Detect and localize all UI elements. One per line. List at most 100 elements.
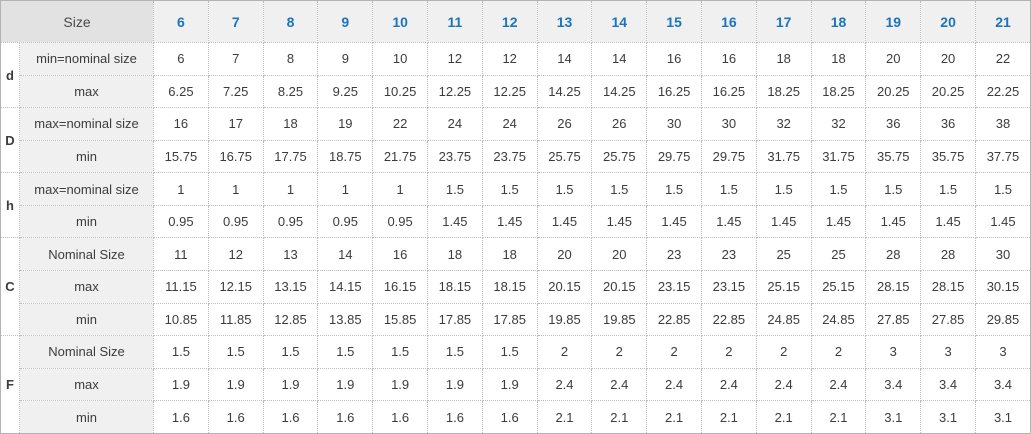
table-row: max 11.15 12.15 13.15 14.15 16.15 18.15 18.15 20… [1, 270, 1031, 304]
value-cell: 18.15 [427, 270, 483, 304]
value-cell: 11.15 [153, 270, 209, 304]
value-cell: 29.75 [646, 139, 702, 174]
value-cell: 1.5 [865, 172, 922, 206]
size-column-header: 18 [810, 0, 867, 43]
value-cell: 1.6 [317, 400, 374, 434]
row-label-cell: min [18, 400, 155, 434]
value-cell: 1.9 [317, 367, 374, 402]
value-cell: 1.5 [700, 172, 757, 206]
value-cell: 35.75 [865, 139, 922, 174]
value-cell: 1.6 [481, 400, 538, 434]
value-cell: 1.5 [427, 172, 483, 206]
table-row: min 15.75 16.75 17.75 18.75 21.75 23.75 23.75 25… [1, 139, 1031, 174]
value-cell: 18.25 [755, 74, 812, 109]
value-cell: 6 [153, 42, 209, 76]
row-label-cell: max [18, 74, 155, 109]
value-cell: 13.85 [317, 302, 374, 337]
size-column-header: 19 [865, 0, 922, 43]
row-label-cell: max=nominal size [18, 107, 155, 141]
value-cell: 18.75 [317, 139, 374, 174]
value-cell: 27.85 [865, 302, 922, 337]
size-column-header: 15 [646, 0, 702, 43]
value-cell: 2 [700, 335, 757, 369]
value-cell: 16 [700, 42, 757, 76]
value-cell: 31.75 [755, 139, 812, 174]
value-cell: 12 [427, 42, 483, 76]
value-cell: 1.45 [810, 204, 867, 239]
value-cell: 0.95 [262, 204, 319, 239]
value-cell: 19.85 [536, 302, 593, 337]
value-cell: 1.45 [920, 204, 976, 239]
value-cell: 23.75 [427, 139, 483, 174]
value-cell: 9 [317, 42, 374, 76]
group-letter-cell: C [0, 237, 20, 337]
value-cell: 26 [536, 107, 593, 141]
value-cell: 3.1 [920, 400, 976, 434]
row-label-cell: Nominal Size [18, 237, 155, 272]
value-cell: 2 [646, 335, 702, 369]
value-cell: 10 [372, 42, 428, 76]
value-cell: 1.5 [481, 335, 538, 369]
value-cell: 20.25 [865, 74, 922, 109]
header-row: Size 6 7 8 9 10 11 12 13 14 15 16 17 18 19 20 21 [0, 0, 1031, 43]
value-cell: 30 [700, 107, 757, 141]
value-cell: 1.5 [427, 335, 483, 369]
value-cell: 1.9 [207, 367, 264, 402]
value-cell: 12.25 [427, 74, 483, 109]
value-cell: 1.5 [755, 172, 812, 206]
value-cell: 23.15 [700, 270, 757, 304]
value-cell: 0.95 [153, 204, 209, 239]
value-cell: 1 [372, 172, 428, 206]
value-cell: 3 [865, 335, 922, 369]
value-cell: 2 [536, 335, 593, 369]
value-cell: 12 [207, 237, 264, 272]
row-label-cell: min=nominal size [18, 42, 155, 76]
value-cell: 25.75 [536, 139, 593, 174]
value-cell: 18 [481, 237, 538, 272]
value-cell: 20 [920, 42, 976, 76]
value-cell: 28.15 [865, 270, 922, 304]
value-cell: 2.1 [810, 400, 867, 434]
value-cell: 12.85 [262, 302, 319, 337]
group-letter-cell: d [0, 41, 20, 109]
value-cell: 13 [262, 237, 319, 272]
value-cell: 2.4 [536, 367, 593, 402]
value-cell: 22 [974, 42, 1031, 76]
value-cell: 11.85 [207, 302, 264, 337]
value-cell: 12.15 [207, 270, 264, 304]
value-cell: 7.25 [207, 74, 264, 109]
value-cell: 26 [591, 107, 648, 141]
value-cell: 3 [974, 335, 1031, 369]
value-cell: 1.45 [700, 204, 757, 239]
value-cell: 25.15 [810, 270, 867, 304]
value-cell: 22.85 [700, 302, 757, 337]
value-cell: 22.85 [646, 302, 702, 337]
table-body: d min=nominal size 6 7 8 9 10 12 12 14 14 16 16 18 18 2… [0, 41, 1031, 434]
value-cell: 30 [646, 107, 702, 141]
value-cell: 24.85 [755, 302, 812, 337]
value-cell: 1.45 [591, 204, 648, 239]
value-cell: 16 [153, 107, 209, 141]
value-cell: 1.9 [427, 367, 483, 402]
value-cell: 28 [865, 237, 922, 272]
value-cell: 1.6 [262, 400, 319, 434]
value-cell: 1.5 [974, 172, 1031, 206]
value-cell: 21.75 [372, 139, 428, 174]
value-cell: 31.75 [810, 139, 867, 174]
value-cell: 1.9 [153, 367, 209, 402]
value-cell: 18 [810, 42, 867, 76]
value-cell: 32 [810, 107, 867, 141]
value-cell: 3.1 [865, 400, 922, 434]
value-cell: 25 [810, 237, 867, 272]
value-cell: 16 [646, 42, 702, 76]
value-cell: 3.4 [920, 367, 976, 402]
value-cell: 27.85 [920, 302, 976, 337]
row-label-cell: min [18, 302, 155, 337]
table-row: min 0.95 0.95 0.95 0.95 0.95 1.45 1.45 1.45 1.45 1… [1, 204, 1031, 239]
value-cell: 18 [427, 237, 483, 272]
group-letter-cell: h [0, 172, 20, 239]
size-corner-header: Size [0, 0, 155, 43]
value-cell: 1.45 [755, 204, 812, 239]
value-cell: 7 [207, 42, 264, 76]
